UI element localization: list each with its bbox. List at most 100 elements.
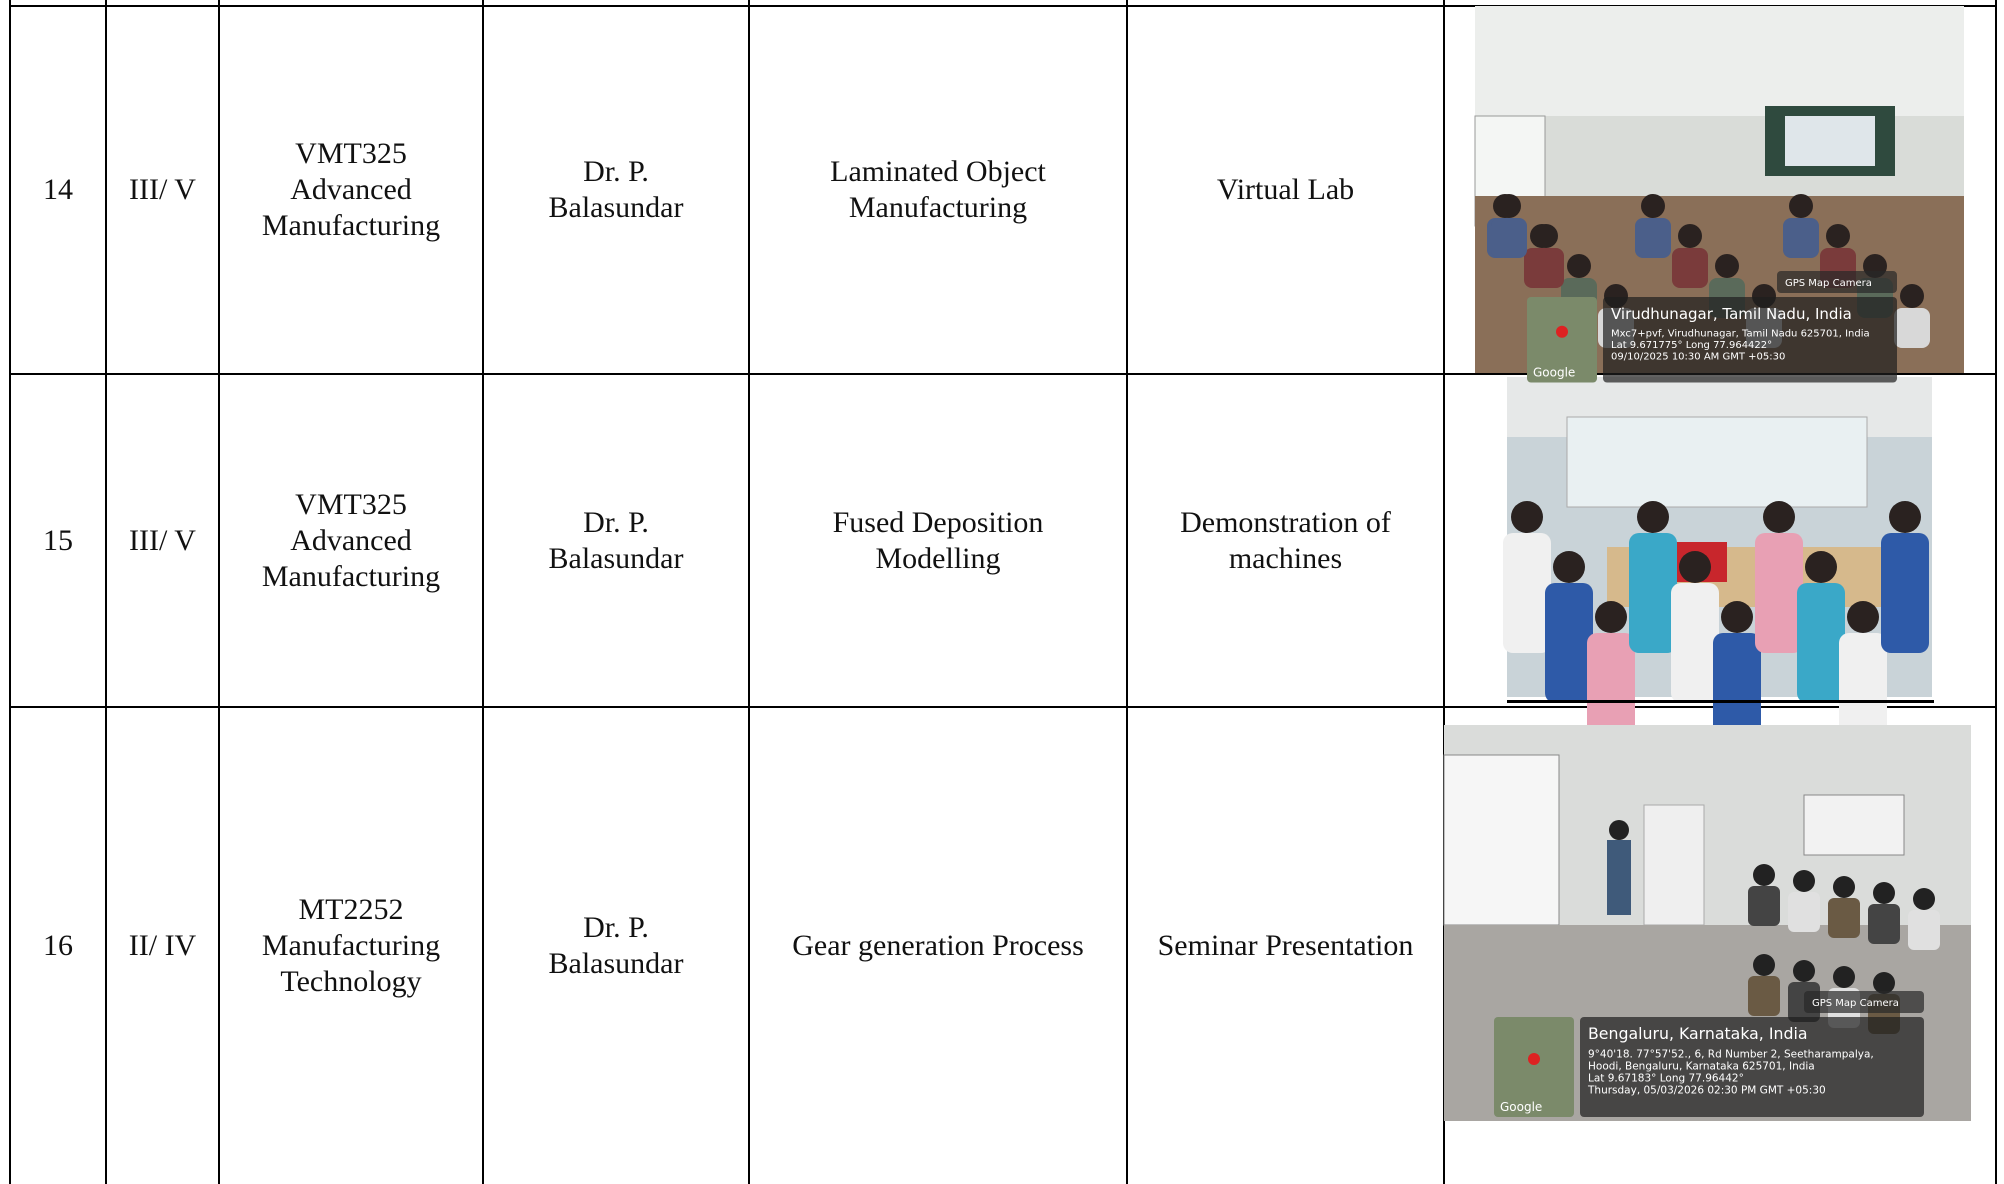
person-body	[1755, 533, 1803, 653]
column-border	[482, 0, 484, 1184]
caption-box	[1580, 1017, 1924, 1118]
person-body	[1528, 248, 1564, 288]
table-cell-semester: II/ IV	[106, 707, 219, 1184]
table-cell-number: 16	[10, 707, 106, 1184]
text-line: Dr. P.	[583, 155, 649, 188]
table-cell-method: Virtual Lab	[1127, 6, 1444, 374]
table-cell-course: VMT325 Advanced Manufacturing	[219, 6, 483, 374]
caption-line: Hoodi, Bengaluru, Karnataka 625701, Indi…	[1588, 1060, 1815, 1072]
column-border	[218, 0, 220, 1184]
column-border	[1443, 0, 1445, 1184]
person-head	[1789, 194, 1813, 218]
table-cell-course: MT2252 Manufacturing Technology	[219, 707, 483, 1184]
caption-line: 9°40'18. 77°57'52., 6, Rd Number 2, Seet…	[1588, 1048, 1874, 1060]
row-border	[10, 5, 1996, 7]
table-cell-semester: III/ V	[106, 6, 219, 374]
column-border	[1126, 0, 1128, 1184]
text: 14	[43, 173, 73, 206]
text-line: Gear generation Process	[792, 928, 1084, 962]
projection-screen	[1443, 754, 1560, 926]
text-line: Manufacturing	[261, 209, 441, 242]
person-head	[1567, 254, 1591, 278]
text-line: Laminated Object	[830, 155, 1046, 188]
person-head	[1595, 601, 1627, 633]
person-body	[1828, 898, 1860, 938]
person-head	[1793, 960, 1815, 982]
person-head	[1826, 224, 1850, 248]
window	[1803, 794, 1905, 856]
window	[1566, 416, 1868, 508]
text-line: Dr. P.	[583, 910, 649, 944]
badge-text: GPS Map Camera	[1785, 278, 1872, 289]
person-body	[1629, 533, 1677, 653]
badge-text: GPS Map Camera	[1812, 998, 1899, 1009]
badge	[1777, 271, 1897, 293]
speaker-body	[1607, 840, 1631, 915]
text: II/ IV	[128, 928, 197, 962]
person-head	[1873, 882, 1895, 904]
text-line: Balasundar	[548, 946, 684, 980]
person-body	[1491, 218, 1527, 258]
person-head	[1873, 972, 1895, 994]
person-head	[1889, 501, 1921, 533]
person-body	[1503, 533, 1551, 653]
underline	[1507, 700, 1934, 703]
person-head	[1847, 601, 1879, 633]
text-line: MT2252	[298, 892, 404, 926]
person-body	[1839, 633, 1887, 753]
speaker-head	[1609, 820, 1629, 840]
person-body	[1868, 904, 1900, 944]
table-cell-method: Seminar Presentation	[1127, 707, 1444, 1184]
column-border	[9, 0, 11, 1184]
table-cell-faculty: Dr. P. Balasundar	[483, 707, 749, 1184]
person-head	[1900, 284, 1924, 308]
caption-line: Thursday, 05/03/2026 02:30 PM GMT +05:30	[1587, 1085, 1826, 1097]
person-head	[1833, 876, 1855, 898]
person-head	[1763, 501, 1795, 533]
person-head	[1553, 551, 1585, 583]
table-cell-faculty: Dr. P. Balasundar	[483, 374, 749, 707]
gps-overlay: GPS Map Camera Google Virudhunagar, Tamil …	[1527, 271, 1897, 383]
table-cell-semester: III/ V	[106, 374, 219, 707]
lab-photo	[1503, 377, 1934, 753]
text-line: Manufacturing	[261, 559, 441, 593]
text: III/ V	[129, 523, 196, 557]
text-line: Fused Deposition	[832, 505, 1044, 539]
person-head	[1678, 224, 1702, 248]
person-head	[1753, 954, 1775, 976]
map-label: Google	[1500, 1100, 1542, 1114]
caption-line: Bengaluru, Karnataka, India	[1588, 1024, 1807, 1043]
person-head	[1679, 551, 1711, 583]
map-pin	[1528, 1053, 1540, 1066]
caption-line: 09/10/2025 10:30 AM GMT +05:30	[1611, 352, 1785, 363]
table-cell-course: VMT325 Advanced Manufacturing	[219, 374, 483, 707]
text: III/ V	[129, 173, 196, 206]
text-line: Advanced	[290, 173, 412, 206]
person-body	[1672, 248, 1708, 288]
row-border	[10, 373, 1996, 375]
text-line: VMT325	[295, 487, 407, 521]
map-thumb	[1527, 297, 1597, 383]
text-line: Seminar Presentation	[1157, 928, 1414, 962]
column-border	[748, 0, 750, 1184]
column-border	[1995, 0, 1997, 1184]
caption-line: Virudhunagar, Tamil Nadu, India	[1611, 305, 1852, 323]
text-line: Manufacturing	[261, 928, 441, 962]
table-cell-number: 15	[10, 374, 106, 707]
table-cell-faculty: Dr. P. Balasundar	[483, 6, 749, 374]
gps-overlay: GPS Map Camera Google Bengaluru, Karnataka…	[1494, 991, 1924, 1118]
table-cell-method: Demonstration of machines	[1127, 374, 1444, 707]
person-body	[1713, 633, 1761, 753]
text: 16	[43, 928, 73, 962]
badge	[1804, 991, 1924, 1013]
table-cell-topic: Laminated Object Manufacturing	[749, 6, 1127, 374]
person-head	[1641, 194, 1665, 218]
person-body	[1635, 218, 1671, 258]
text-line: Modelling	[875, 541, 1001, 575]
person-head	[1497, 194, 1521, 218]
table-cell-topic: Fused Deposition Modelling	[749, 374, 1127, 707]
person-head	[1913, 888, 1935, 910]
person-head	[1534, 224, 1558, 248]
